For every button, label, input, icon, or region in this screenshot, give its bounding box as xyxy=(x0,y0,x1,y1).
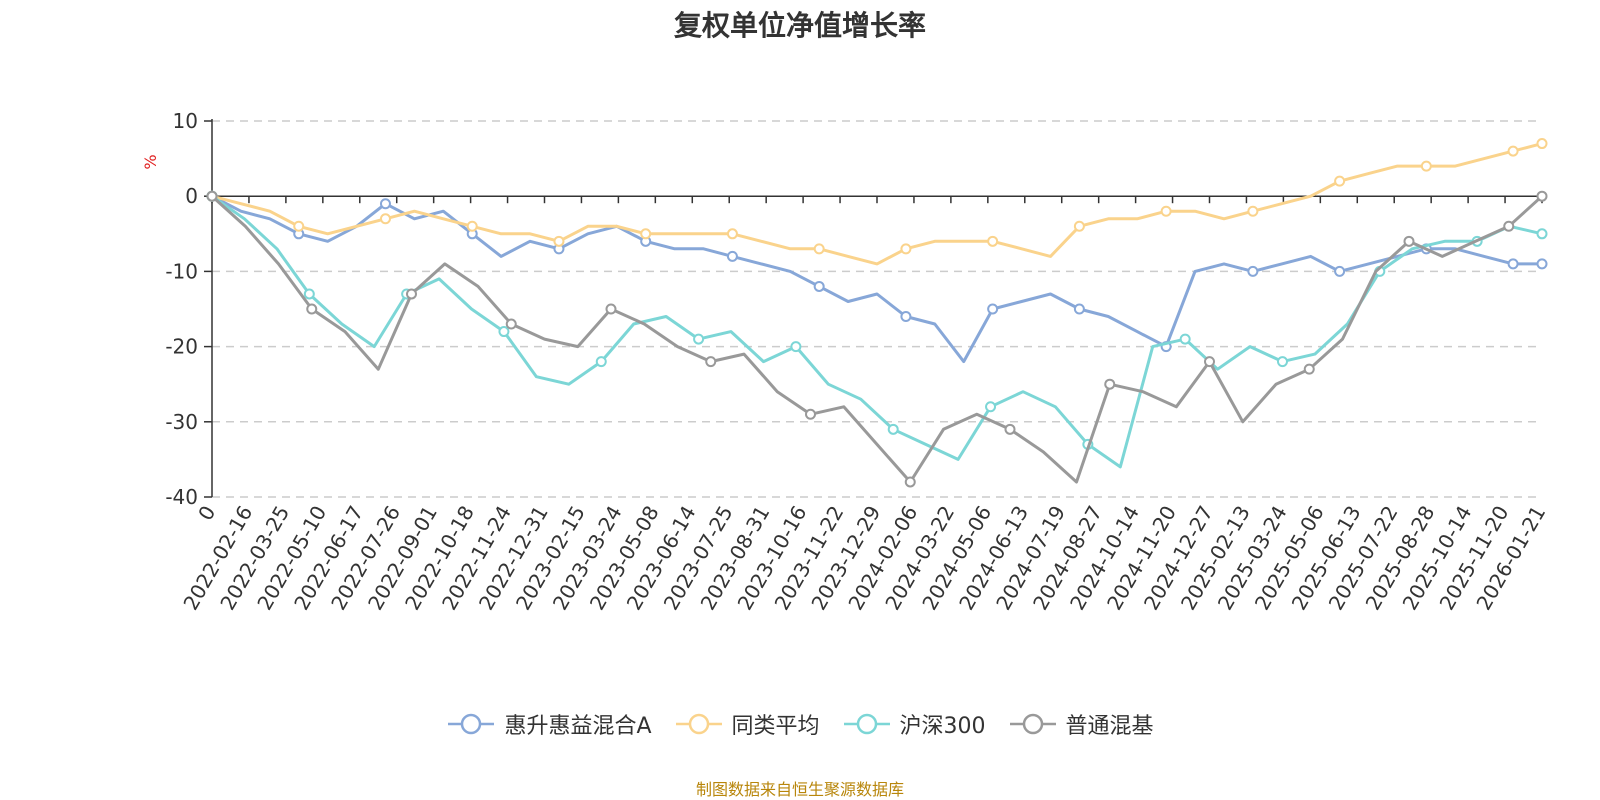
data-point xyxy=(987,303,999,315)
legend-item[interactable]: 普通混基 xyxy=(1008,708,1154,740)
data-point xyxy=(1334,265,1346,277)
data-point xyxy=(985,401,997,413)
y-tick-label: -20 xyxy=(165,335,198,359)
legend-label: 沪深300 xyxy=(899,714,986,739)
data-point xyxy=(900,311,912,323)
data-point xyxy=(1073,303,1085,315)
data-point xyxy=(595,356,607,368)
data-point xyxy=(1247,265,1259,277)
data-point xyxy=(1179,333,1191,345)
data-point xyxy=(1247,205,1259,217)
data-point xyxy=(900,243,912,255)
data-point xyxy=(1403,235,1415,247)
x-tick-label: 0 xyxy=(193,502,220,525)
data-point xyxy=(466,220,478,232)
data-point xyxy=(553,235,565,247)
data-point xyxy=(1507,145,1519,157)
data-point xyxy=(498,326,510,338)
y-tick-label: 10 xyxy=(173,109,198,133)
data-point xyxy=(813,280,825,292)
legend-label: 同类平均 xyxy=(731,714,820,739)
series-line xyxy=(211,194,1543,469)
data-point xyxy=(303,288,315,300)
data-point xyxy=(705,356,717,368)
data-point xyxy=(1276,356,1288,368)
data-point xyxy=(406,288,417,300)
data-point xyxy=(1420,160,1432,172)
data-point xyxy=(206,190,218,202)
data-point xyxy=(505,318,517,330)
data-point xyxy=(693,333,705,345)
data-point xyxy=(1507,258,1519,270)
data-point xyxy=(605,303,617,315)
source-note: 制图数据来自恒生聚源数据库 xyxy=(695,780,904,799)
data-point xyxy=(1503,220,1515,232)
data-point xyxy=(306,303,318,315)
legend-item[interactable]: 同类平均 xyxy=(674,708,820,740)
y-tick-label: -40 xyxy=(165,485,198,509)
legend-line-circle-icon xyxy=(1009,713,1056,735)
data-point xyxy=(987,235,999,247)
line-chart: 100-10-20-30-4002022-02-162022-03-252022… xyxy=(141,109,1550,614)
data-point xyxy=(640,228,652,240)
data-point xyxy=(726,250,738,262)
series-4 xyxy=(206,190,1548,488)
data-point xyxy=(1104,378,1116,390)
data-point xyxy=(887,423,899,435)
series-line xyxy=(210,195,1544,484)
data-point xyxy=(1004,423,1016,435)
data-point xyxy=(790,341,802,353)
data-point xyxy=(813,243,825,255)
legend-line-circle-icon xyxy=(675,713,722,735)
data-point xyxy=(805,408,816,420)
y-tick-label: -10 xyxy=(165,259,198,283)
y-tick-label: -30 xyxy=(165,410,198,434)
series-1 xyxy=(206,190,1548,364)
legend-line-circle-icon xyxy=(448,713,495,735)
data-point xyxy=(1536,138,1548,150)
series-2 xyxy=(206,138,1548,266)
legend: 惠升惠益混合A 同类平均 沪深300 普通混基 xyxy=(0,708,1600,740)
series-layer xyxy=(206,138,1548,488)
data-point xyxy=(1334,175,1346,187)
legend-label: 惠升惠益混合A xyxy=(504,714,652,739)
chart-title: 复权单位净值增长率 xyxy=(673,9,926,42)
data-point xyxy=(904,476,916,488)
data-point xyxy=(1536,190,1548,202)
data-point xyxy=(1073,220,1085,232)
data-point xyxy=(293,220,305,232)
legend-item[interactable]: 惠升惠益混合A xyxy=(446,708,652,740)
series-line xyxy=(211,142,1543,266)
data-point xyxy=(1204,356,1215,368)
legend-item[interactable]: 沪深300 xyxy=(842,708,986,740)
y-axis-unit: % xyxy=(141,154,160,169)
data-point xyxy=(379,198,391,210)
data-point xyxy=(1303,363,1315,375)
data-point xyxy=(1536,258,1548,270)
legend-line-circle-icon xyxy=(843,713,890,735)
data-point xyxy=(1536,228,1548,240)
data-point xyxy=(1160,205,1172,217)
y-tick-label: 0 xyxy=(185,184,198,208)
data-point xyxy=(379,213,391,225)
data-point xyxy=(726,228,738,240)
series-line xyxy=(211,194,1542,364)
legend-label: 普通混基 xyxy=(1065,714,1154,739)
grid-layer xyxy=(212,120,1542,498)
